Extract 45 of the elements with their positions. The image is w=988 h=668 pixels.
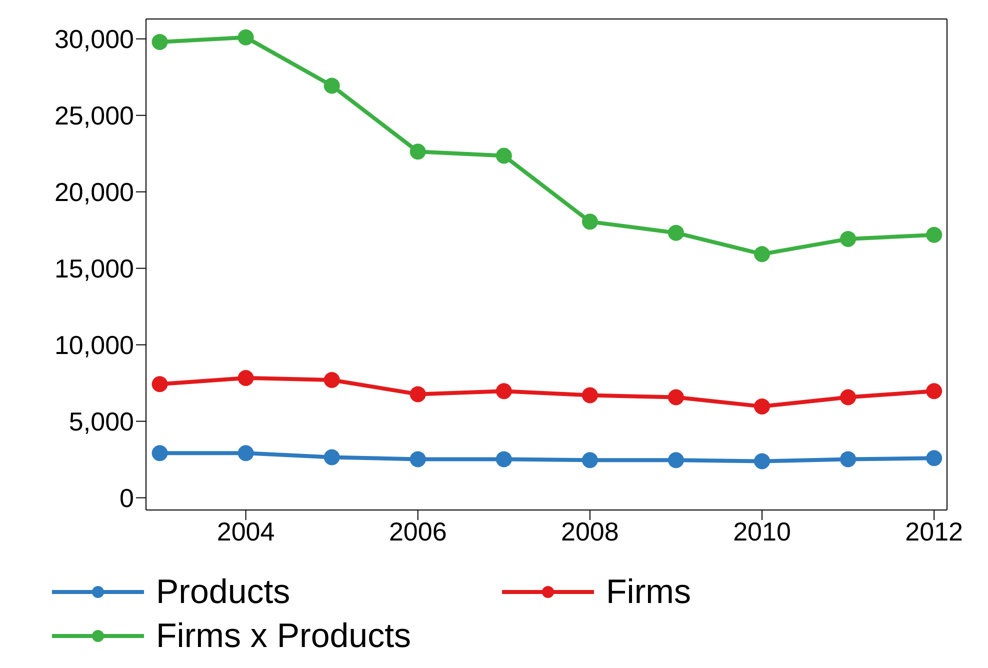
x-tick-label: 2010 [733,516,791,546]
legend-label: Firms [606,572,691,612]
point [754,398,770,414]
point [582,387,598,404]
point [840,389,856,406]
point [324,78,340,94]
y-tick-label: 20,000 [54,177,134,208]
point [496,383,512,400]
x-tick-label: 2012 [905,516,964,546]
point [152,445,168,462]
point [926,450,942,466]
point [496,451,512,468]
point [840,451,856,468]
point [410,451,426,468]
x-tick-label: 2006 [388,516,447,546]
point [926,226,942,243]
point [238,29,254,46]
x-tick-label: 2004 [216,516,275,546]
y-tick-label: 15,000 [54,254,134,284]
point [324,372,340,388]
legend-label: Firms x Products [156,616,412,656]
point [668,389,684,406]
point [926,383,942,400]
point [238,370,254,386]
point [840,230,856,247]
point [152,34,168,50]
point [410,144,426,160]
point [152,376,168,392]
point [668,452,684,468]
point [410,386,426,402]
point [754,246,770,262]
point [496,148,512,164]
y-tick-label: 0 [120,482,134,513]
point [324,449,340,466]
point [582,452,598,468]
x-tick-label: 2008 [561,516,619,546]
y-tick-label: 25,000 [54,100,134,131]
y-tick-label: 30,000 [54,24,134,54]
point [238,445,254,462]
legend-label: Products [156,572,290,612]
point [582,214,598,230]
point [754,453,770,470]
y-tick-label: 5,000 [68,406,134,437]
y-tick-label: 10,000 [54,330,134,360]
point [668,224,684,241]
